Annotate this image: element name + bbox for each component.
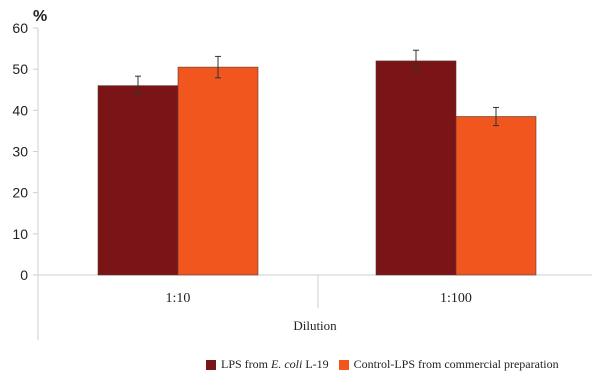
legend: LPS from E. coli L-19 Control-LPS from c… [206,357,569,372]
x-tick-label: 1:10 [166,291,191,306]
bar [98,86,178,275]
y-tick-label: 40 [12,102,28,118]
legend-label-control-lps: Control-LPS from commercial preparation [354,357,559,372]
legend-swatch-control-lps [339,360,349,370]
legend-item-control-lps: Control-LPS from commercial preparation [339,357,559,372]
legend-item-lps-ecoli: LPS from E. coli L-19 [206,357,329,372]
y-tick-label: 50 [12,61,28,77]
y-tick-label: 0 [20,267,28,283]
bar [178,67,258,275]
x-tick-label: 1:100 [440,291,472,306]
x-axis-label: Dilution [293,318,337,333]
legend-label-lps-ecoli: LPS from E. coli L-19 [221,357,329,372]
y-tick-label: 10 [12,226,28,242]
bar [376,61,456,275]
legend-swatch-lps-ecoli [206,360,216,370]
y-tick-label: 30 [12,144,28,160]
y-tick-label: 20 [12,185,28,201]
bar [456,117,536,275]
y-tick-label: 60 [12,20,28,36]
y-axis-label: % [33,8,47,25]
